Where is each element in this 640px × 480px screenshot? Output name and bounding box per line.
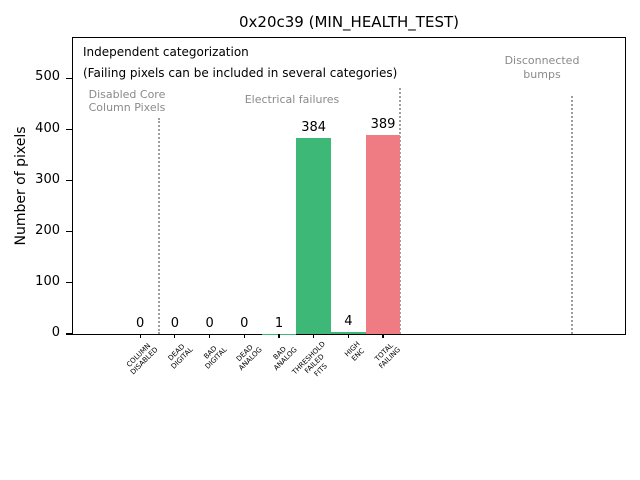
region-label-disconnected-bumps: Disconnected bumps (504, 54, 580, 82)
y-tick-label: 500 (35, 69, 60, 85)
x-tick-mark (278, 334, 280, 338)
x-tick-label: THRESHOLD FAILED FITS (291, 340, 330, 379)
x-tick-label: BAD DIGITAL (202, 344, 230, 371)
x-tick-mark (313, 334, 315, 338)
y-tick-label: 400 (35, 120, 60, 136)
x-tick-label: DEAD DIGITAL (166, 342, 195, 371)
y-tick-mark (66, 333, 72, 335)
x-tick-mark (208, 334, 211, 338)
y-tick-mark (66, 128, 72, 131)
x-tick-mark (139, 334, 141, 338)
x-tick-mark (382, 334, 384, 338)
bar-value-label: 0 (136, 316, 145, 331)
x-tick-labels: COLUMN DISABLED DEAD DIGITAL BAD DIGITAL DE… (73, 340, 625, 440)
region-label-disabled-core-column-pixels: Disabled Core Column Pixels (88, 88, 166, 114)
chart-title: 0x20c39 (MIN_HEALTH_TEST) (239, 13, 459, 31)
bar-value-label: 384 (301, 119, 327, 135)
x-tick-label: HIGH ENC (343, 340, 367, 364)
y-tick-label: 200 (35, 222, 60, 238)
x-tick-mark (174, 334, 176, 338)
bar (330, 331, 366, 334)
region-label-electrical-failures: Electrical failures (244, 93, 340, 106)
bar-value-label: 0 (240, 316, 249, 331)
x-tick-label: DEAD ANALOG (234, 343, 264, 373)
x-tick-mark (347, 334, 349, 338)
bar (365, 135, 401, 334)
y-tick-label: 300 (35, 171, 60, 187)
bar-value-label: 389 (370, 117, 396, 133)
y-tick-label: 0 (51, 325, 60, 340)
plot-area: 0 0 0 0 1 384 4 389 (66, 37, 626, 338)
y-tick-mark (66, 282, 72, 284)
y-tick-mark (66, 77, 72, 79)
x-tick-label: TOTAL FAILING (373, 341, 403, 371)
y-tick-mark (66, 180, 72, 182)
region-divider-3 (571, 96, 574, 334)
bar-value-label: 0 (205, 316, 214, 331)
bar-value-label: 0 (170, 316, 180, 331)
bar (261, 333, 297, 334)
bar-value-label: 4 (344, 313, 353, 329)
bar (296, 137, 331, 334)
x-tick-mark (243, 334, 245, 338)
note-independent-categorization: Independent categorization (Failing pixe… (83, 45, 398, 81)
region-divider-1 (157, 118, 160, 334)
y-tick-label: 100 (35, 273, 60, 289)
y-tick-labels: 0 100 200 300 400 500 (0, 38, 64, 340)
bar-value-label: 1 (274, 315, 284, 331)
y-tick-mark (66, 231, 72, 233)
x-tick-label: COLUMN DISABLED (124, 341, 160, 377)
